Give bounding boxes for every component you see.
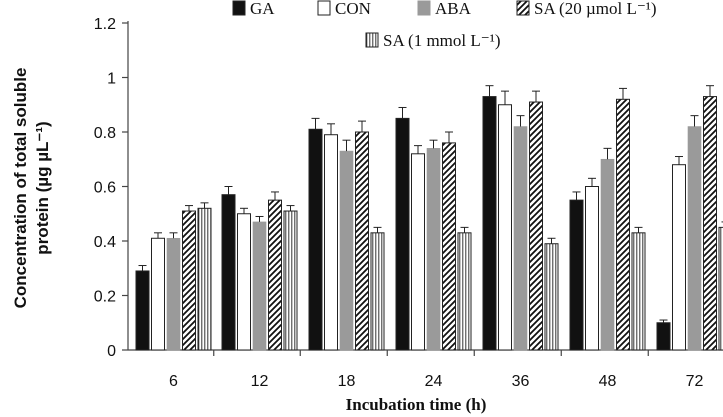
y-axis-title-line1: Concentration of total soluble <box>11 68 30 309</box>
bar <box>355 131 369 351</box>
y-tick-label: 0 <box>107 343 116 360</box>
legend-swatch <box>317 0 331 16</box>
legend-label: GA <box>250 0 275 18</box>
bar <box>308 128 323 351</box>
bar <box>283 210 298 351</box>
legend-label: SA (1 mmol L⁻¹) <box>383 31 501 50</box>
bar <box>498 104 512 351</box>
bar <box>482 96 497 351</box>
bar <box>616 98 630 351</box>
bar <box>151 237 165 351</box>
y-tick-label: 1 <box>107 71 116 88</box>
bar <box>457 232 472 351</box>
bar <box>672 164 686 351</box>
x-tick-label: 72 <box>686 373 704 390</box>
bar <box>166 237 181 351</box>
legend-label: CON <box>335 0 371 18</box>
bar <box>182 210 196 351</box>
bar <box>513 126 528 351</box>
x-tick-label: 36 <box>512 373 530 390</box>
y-tick-label: 1.2 <box>94 16 116 33</box>
x-tick-label: 12 <box>251 373 269 390</box>
bar <box>252 221 267 351</box>
bar <box>529 101 543 351</box>
bar <box>370 232 385 351</box>
y-tick-label: 0.8 <box>94 125 116 142</box>
legend-swatch <box>365 32 379 48</box>
bar <box>600 158 615 351</box>
bar <box>631 232 646 351</box>
bar <box>687 126 702 351</box>
bar <box>395 117 410 351</box>
bar <box>135 270 150 351</box>
bar <box>569 199 584 351</box>
bar <box>237 213 251 351</box>
bar <box>426 148 441 351</box>
bar <box>718 226 723 351</box>
x-tick-label: 18 <box>338 373 356 390</box>
bar <box>324 134 338 351</box>
bar <box>585 186 599 351</box>
legend: GA CON ABA SA (20 µmol L⁻¹) SA (1 mmol L⁻¹) <box>232 0 657 50</box>
legend-swatch <box>516 0 530 16</box>
legend-label: ABA <box>435 0 472 18</box>
bar <box>411 153 425 351</box>
y-tick-label: 0.4 <box>94 234 116 251</box>
bar <box>703 96 717 351</box>
legend-swatch <box>232 0 246 16</box>
x-axis-title: Incubation time (h) <box>346 395 487 414</box>
axes: 0 0.2 0.4 0.6 0.8 1 1.2 6 12 18 24 36 48 72 <box>94 16 723 390</box>
y-axis-title-line2: protein (µg µL⁻¹) <box>33 121 52 254</box>
x-tick-label: 48 <box>599 373 617 390</box>
bar <box>656 322 671 351</box>
x-tick-label: 24 <box>425 373 443 390</box>
bar <box>268 199 282 351</box>
bar <box>221 194 236 351</box>
legend-label: SA (20 µmol L⁻¹) <box>534 0 657 18</box>
y-tick-label: 0.6 <box>94 180 116 197</box>
bar <box>339 150 354 351</box>
x-tick-label: 6 <box>169 373 178 390</box>
y-tick-label: 0.2 <box>94 289 116 306</box>
legend-swatch <box>417 0 431 16</box>
bars <box>135 85 723 351</box>
bar <box>544 243 559 351</box>
bar <box>442 142 456 351</box>
bar <box>197 207 212 351</box>
